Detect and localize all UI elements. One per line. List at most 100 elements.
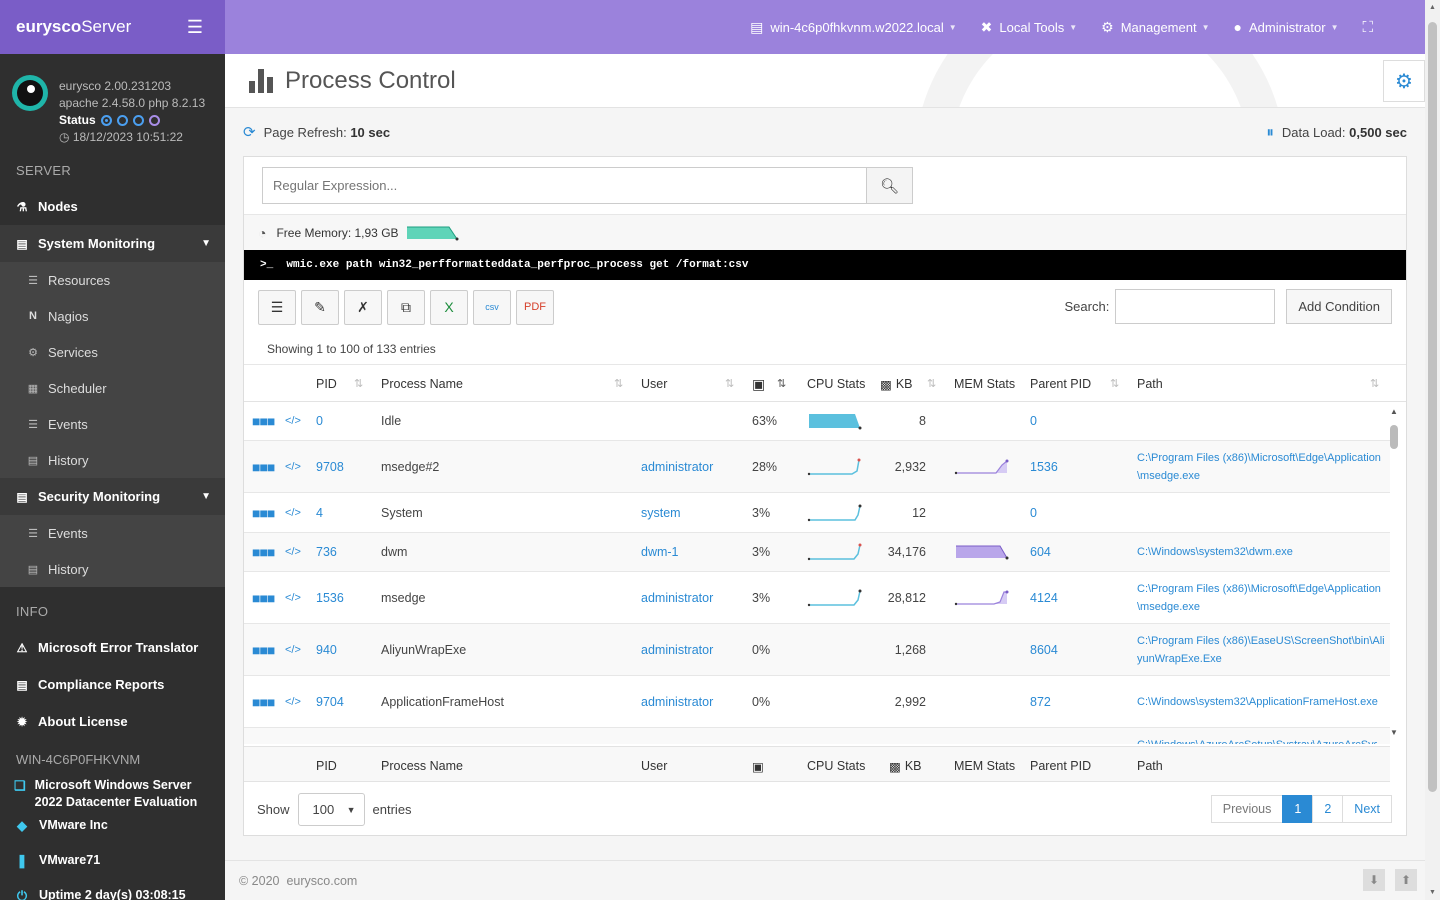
page-scroll-down-icon[interactable]: ▼ bbox=[1429, 889, 1436, 896]
table-scrollbar[interactable]: ▲ ▼ bbox=[1389, 407, 1399, 737]
sort-icon[interactable]: ⇅ bbox=[1370, 378, 1380, 390]
scroll-bottom-icon[interactable]: ⬇ bbox=[1363, 869, 1385, 891]
page-scroll-thumb[interactable] bbox=[1428, 22, 1437, 792]
previous-page-button[interactable]: Previous bbox=[1210, 795, 1284, 823]
row-code-icon[interactable]: </> bbox=[285, 695, 301, 708]
nav-history[interactable]: ▤ History bbox=[27, 452, 89, 468]
parent-pid-link[interactable]: 0 bbox=[1030, 505, 1037, 520]
path-link[interactable]: C:\Program Files (x86)\Microsoft\Edge\Ap… bbox=[1137, 451, 1381, 482]
user-link[interactable]: administrator bbox=[641, 642, 714, 657]
nav-error-translator[interactable]: ⚠ Microsoft Error Translator bbox=[0, 629, 225, 666]
nav-services[interactable]: ⚙ Services bbox=[0, 334, 225, 370]
management-menu[interactable]: ⚙ Management ▼ bbox=[1101, 18, 1210, 35]
settings-gear-button[interactable]: ⚙ bbox=[1383, 60, 1425, 102]
next-page-button[interactable]: Next bbox=[1342, 795, 1392, 823]
row-code-icon[interactable]: </> bbox=[285, 506, 301, 519]
nav-events[interactable]: ☰ Events bbox=[0, 406, 225, 442]
copy-button[interactable]: ⧉ bbox=[387, 289, 425, 325]
search-button[interactable]: 🔍︎ bbox=[867, 167, 913, 204]
page-1-button[interactable]: 1 bbox=[1282, 795, 1314, 823]
page-scroll-up-icon[interactable]: ▲ bbox=[1429, 4, 1436, 11]
row-code-icon[interactable]: </> bbox=[285, 546, 301, 558]
row-menu-icon[interactable]: ■■■ bbox=[252, 589, 275, 606]
sort-icon[interactable]: ⇅ bbox=[725, 378, 735, 390]
sort-icon[interactable]: ⇅ bbox=[1110, 378, 1120, 390]
row-code-icon[interactable]: </> bbox=[285, 643, 301, 656]
parent-pid-link[interactable]: 0 bbox=[1030, 414, 1037, 428]
row-menu-icon[interactable]: ■■■ bbox=[252, 504, 275, 521]
pid-link[interactable]: 9704 bbox=[316, 694, 344, 709]
path-link[interactable]: C:\Program Files (x86)\Microsoft\Edge\Ap… bbox=[1137, 582, 1381, 613]
user-link[interactable]: administrator bbox=[641, 694, 714, 709]
page-2-button[interactable]: 2 bbox=[1312, 795, 1344, 823]
pause-circle-icon[interactable]: ⏸ bbox=[1266, 123, 1274, 141]
local-tools-menu[interactable]: ✖ Local Tools ▼ bbox=[980, 18, 1078, 35]
scroll-up-icon[interactable]: ▲ bbox=[1390, 407, 1398, 416]
path-link[interactable]: C:\Program Files (x86)\EaseUS\ScreenShot… bbox=[1137, 634, 1385, 665]
sort-icon[interactable]: ⇅ bbox=[927, 378, 937, 390]
regex-search-input[interactable] bbox=[262, 167, 867, 204]
pid-link[interactable]: 0 bbox=[316, 414, 323, 428]
pid-link[interactable]: 940 bbox=[316, 642, 337, 657]
nav-compliance-reports[interactable]: ▤ Compliance Reports bbox=[0, 666, 225, 703]
nav-scheduler[interactable]: ▦ Scheduler bbox=[27, 380, 107, 396]
column-list-button[interactable]: ☰ bbox=[258, 289, 296, 325]
page-refresh[interactable]: ⟳ Page Refresh: 10 sec bbox=[243, 124, 391, 141]
save-state-button[interactable]: ✎ bbox=[301, 289, 339, 325]
nav-nagios[interactable]: N Nagios bbox=[0, 298, 225, 334]
table-search-input[interactable] bbox=[1115, 289, 1276, 324]
fullscreen-icon[interactable]: ⛶ bbox=[1362, 18, 1373, 36]
user-link[interactable]: system bbox=[641, 505, 681, 520]
col-user[interactable]: User bbox=[641, 377, 668, 391]
scroll-down-icon[interactable]: ▼ bbox=[1390, 728, 1398, 737]
parent-pid-link[interactable]: 1536 bbox=[1030, 459, 1058, 474]
pid-link[interactable]: 1536 bbox=[316, 590, 344, 605]
user-link[interactable]: administrator bbox=[641, 459, 714, 474]
export-excel-button[interactable]: X bbox=[430, 289, 468, 325]
row-menu-icon[interactable]: ■■■ bbox=[252, 693, 275, 710]
sort-icon[interactable]: ⇅ bbox=[614, 378, 624, 390]
nav-resources[interactable]: ☰ Resources bbox=[0, 262, 225, 298]
host-menu[interactable]: ▤ win-4c6p0fhkvnm.w2022.local ▼ bbox=[750, 18, 957, 35]
row-code-icon[interactable]: </> bbox=[285, 460, 301, 473]
pid-link[interactable]: 4 bbox=[316, 505, 323, 520]
pid-link[interactable]: 736 bbox=[316, 545, 337, 559]
add-condition-button[interactable]: Add Condition bbox=[1286, 289, 1392, 324]
export-csv-button[interactable]: csv bbox=[473, 289, 511, 325]
col-parent-pid[interactable]: Parent PID bbox=[1030, 377, 1092, 391]
nav-security-monitoring[interactable]: ▤ Security Monitoring ▼ bbox=[0, 478, 225, 515]
nav-security-events[interactable]: ☰ Events bbox=[0, 515, 225, 551]
path-link[interactable]: C:\Windows\system32\ApplicationFrameHost… bbox=[1137, 695, 1378, 708]
scroll-top-icon[interactable]: ⬆ bbox=[1395, 869, 1417, 891]
col-cpu[interactable]: ▣ bbox=[752, 365, 765, 403]
page-scrollbar[interactable]: ▲ ▼ bbox=[1425, 0, 1440, 900]
path-link[interactable]: C:\Windows\system32\dwm.exe bbox=[1137, 546, 1293, 558]
col-path[interactable]: Path bbox=[1137, 377, 1163, 391]
nav-about-license[interactable]: ✹ About License bbox=[0, 703, 225, 740]
page-size-select[interactable]: 100 ▼ bbox=[297, 793, 365, 826]
user-link[interactable]: administrator bbox=[641, 590, 714, 605]
parent-pid-link[interactable]: 604 bbox=[1030, 545, 1051, 559]
nav-security-history[interactable]: ▤ History bbox=[27, 561, 89, 577]
pid-link[interactable]: 9708 bbox=[316, 459, 344, 474]
path-link[interactable]: C:\Windows\AzureArcSetup\Systray\AzureAr… bbox=[1137, 728, 1377, 744]
brand-logo[interactable]: euryscoServer bbox=[16, 17, 132, 36]
row-code-icon[interactable]: </> bbox=[285, 415, 301, 427]
row-code-icon[interactable]: </> bbox=[285, 591, 301, 604]
table-scroll-thumb[interactable] bbox=[1390, 425, 1398, 449]
row-menu-icon[interactable]: ■■■ bbox=[252, 413, 275, 429]
clear-state-button[interactable]: ✗ bbox=[344, 289, 382, 325]
parent-pid-link[interactable]: 4124 bbox=[1030, 590, 1058, 605]
col-kb[interactable]: ▩ KB bbox=[880, 377, 913, 392]
sort-desc-icon[interactable]: ⇅ bbox=[777, 378, 787, 390]
user-link[interactable]: dwm-1 bbox=[641, 545, 679, 559]
row-menu-icon[interactable]: ■■■ bbox=[252, 544, 275, 560]
sort-icon[interactable]: ⇅ bbox=[354, 378, 364, 390]
menu-toggle-icon[interactable]: ☰ bbox=[186, 16, 204, 37]
export-pdf-button[interactable]: PDF bbox=[516, 289, 554, 325]
col-pid[interactable]: PID bbox=[316, 377, 337, 391]
nav-nodes[interactable]: ⚗ Nodes bbox=[0, 188, 225, 225]
user-menu[interactable]: ● Administrator ▼ bbox=[1233, 19, 1339, 35]
row-menu-icon[interactable]: ■■■ bbox=[252, 458, 275, 475]
footer-site-link[interactable]: eurysco.com bbox=[286, 873, 358, 888]
